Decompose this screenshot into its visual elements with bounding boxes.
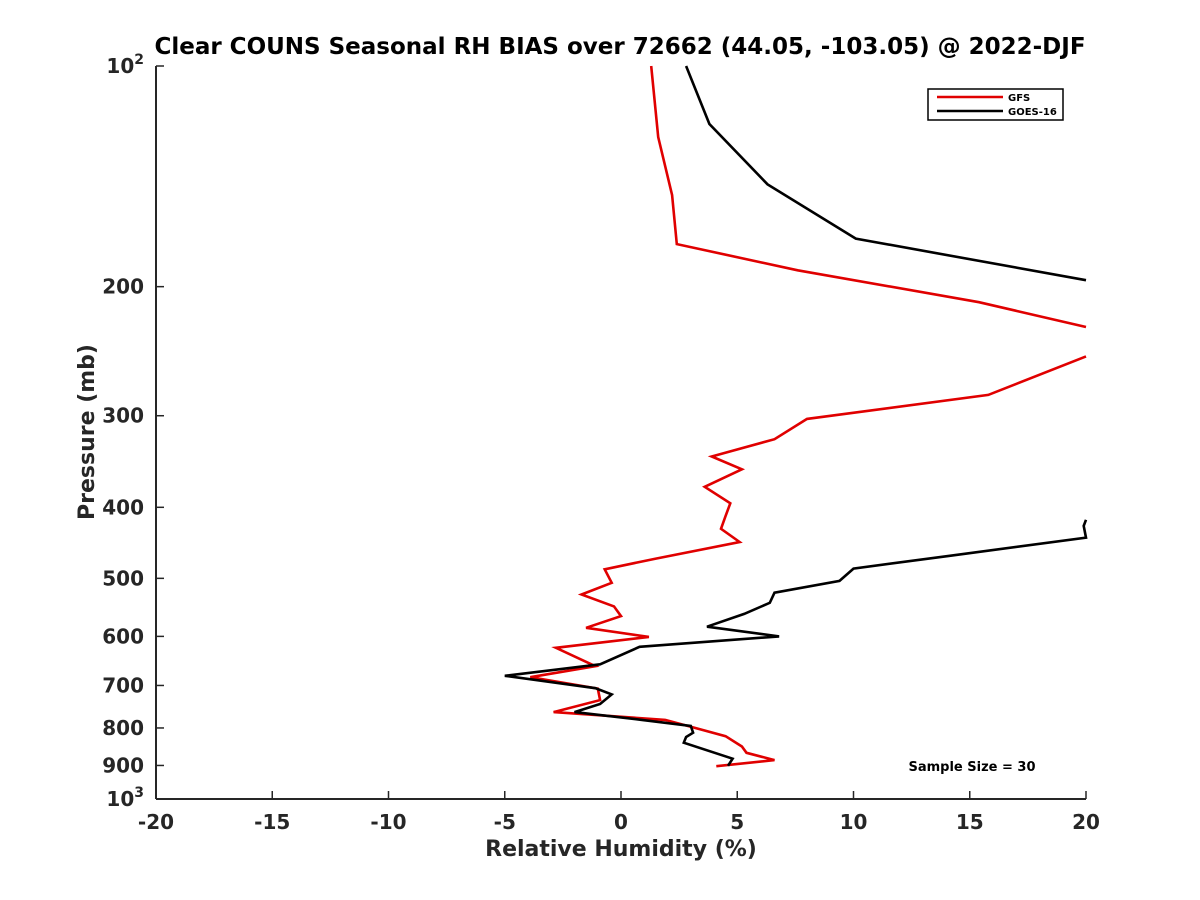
y-tick-label: 300 (102, 404, 144, 428)
legend-label-gfs: GFS (1008, 93, 1030, 104)
x-tick-label: 5 (730, 810, 744, 834)
x-axis-label: Relative Humidity (%) (485, 837, 757, 862)
y-tick-label: 500 (102, 566, 144, 590)
y-tick-label: 600 (102, 624, 144, 648)
y-tick-label: 800 (102, 716, 144, 740)
x-tick-label: -20 (138, 810, 174, 834)
y-tick-label: 400 (102, 495, 144, 519)
chart-title: Clear COUNS Seasonal RH BIAS over 72662 … (154, 34, 1085, 60)
legend: GFS GOES-16 (927, 88, 1064, 121)
y-axis-label: Pressure (mb) (75, 344, 100, 520)
legend-label-goes16: GOES-16 (1008, 107, 1057, 118)
x-ticks: -20 -15 -10 -5 0 5 10 15 20 (138, 791, 1100, 834)
y-tick-label: 700 (102, 673, 144, 697)
x-tick-label: 20 (1072, 810, 1100, 834)
y-tick-label: 102 (106, 52, 144, 78)
x-tick-label: -15 (254, 810, 290, 834)
x-tick-label: 0 (614, 810, 628, 834)
x-tick-label: 10 (840, 810, 868, 834)
series-layer (504, 65, 1088, 768)
sample-size-annotation: Sample Size = 30 (908, 760, 1035, 775)
y-tick-label: 103 (106, 785, 144, 811)
x-tick-label: 15 (956, 810, 984, 834)
y-tick-label: 200 (102, 275, 144, 299)
x-tick-label: -10 (370, 810, 406, 834)
series-line-goes16 (504, 65, 1088, 767)
legend-box (927, 88, 1064, 121)
x-tick-label: -5 (494, 810, 516, 834)
y-ticks: 102 200 300 400 500 600 700 800 900 103 (102, 52, 164, 811)
y-tick-label: 900 (102, 753, 144, 777)
